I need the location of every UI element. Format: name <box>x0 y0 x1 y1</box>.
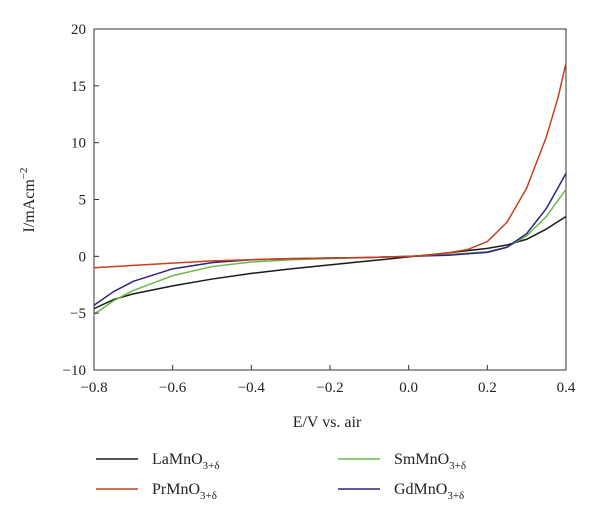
x-tick-label: 0.2 <box>478 380 497 396</box>
x-tick-label: 0.0 <box>399 380 418 396</box>
legend-label: SmMnO3+δ <box>394 451 466 472</box>
plot-frame <box>93 28 567 371</box>
y-axis-ticks: −10 −5 0 5 10 15 20 <box>63 22 99 379</box>
y-tick-label: −5 <box>70 306 86 322</box>
y-axis-label-main: I/mAcm <box>21 179 38 233</box>
legend-label-sub: 3+δ <box>200 490 217 502</box>
y-axis-label-sup: −2 <box>18 167 30 179</box>
series-layer <box>93 62 567 315</box>
legend-label: PrMnO3+δ <box>152 481 217 502</box>
legend-label: GdMnO3+δ <box>394 481 464 502</box>
x-tick-label: −0.6 <box>159 380 187 396</box>
series-line-lamno <box>93 215 567 310</box>
series-line-smmno <box>93 188 567 315</box>
series-line-prmno <box>93 62 567 269</box>
x-tick-label: −0.2 <box>316 380 343 396</box>
plot-area <box>93 28 567 371</box>
legend-label-sub: 3+δ <box>449 460 466 472</box>
legend-item: GdMnO3+δ <box>338 481 464 502</box>
y-axis-label: I/mAcm−2 <box>18 167 38 232</box>
x-tick-label: −0.4 <box>238 380 266 396</box>
x-axis-label: E/V vs. air <box>293 414 362 431</box>
series-line-gdmno <box>93 172 567 306</box>
x-tick-label: −0.8 <box>80 380 107 396</box>
y-tick-label: 15 <box>71 79 86 95</box>
legend-label-sub: 3+δ <box>447 490 464 502</box>
legend-item: SmMnO3+δ <box>338 451 466 472</box>
y-tick-label: 20 <box>71 22 86 38</box>
y-tick-label: 0 <box>79 249 87 265</box>
x-axis-ticks: −0.8 −0.6 −0.4 −0.2 0.0 0.2 0.4 <box>80 365 576 396</box>
legend-item: PrMnO3+δ <box>96 481 217 502</box>
legend-label-main: GdMnO <box>394 481 447 498</box>
legend-item: LaMnO3+δ <box>96 451 220 472</box>
legend-label-main: PrMnO <box>152 481 200 498</box>
y-tick-label: −10 <box>63 363 86 379</box>
legend-label-sub: 3+δ <box>203 460 220 472</box>
x-tick-label: 0.4 <box>557 380 576 396</box>
legend-label: LaMnO3+δ <box>152 451 220 472</box>
y-tick-label: 10 <box>71 136 86 152</box>
y-tick-label: 5 <box>79 193 87 209</box>
legend-label-main: LaMnO <box>152 451 203 468</box>
legend-label-main: SmMnO <box>394 451 449 468</box>
